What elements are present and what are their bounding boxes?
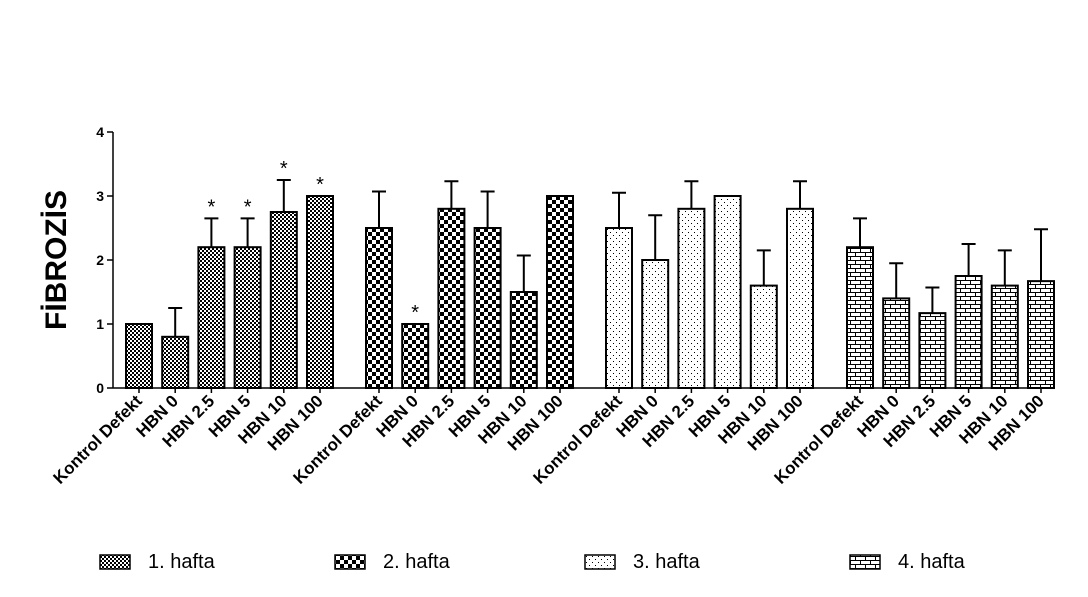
- error-bar: [925, 286, 940, 314]
- error-bar: [480, 190, 495, 228]
- bar: [161, 335, 190, 389]
- error-bar: [684, 180, 699, 209]
- significance-marker: *: [244, 196, 252, 218]
- bar: [509, 291, 538, 389]
- bar: [546, 195, 574, 389]
- error-bar: [444, 180, 459, 209]
- bar: [401, 323, 430, 389]
- error-bar: [793, 180, 807, 209]
- error-bar: [853, 217, 867, 248]
- bar: [365, 227, 393, 389]
- bar: [990, 284, 1019, 390]
- bar: [641, 259, 670, 389]
- significance-marker: *: [208, 196, 216, 218]
- y-tick-label: 1: [96, 316, 104, 332]
- bar: [918, 312, 947, 389]
- error-bar: [168, 307, 183, 337]
- error-bar: [889, 262, 904, 299]
- error-bar: [204, 217, 219, 248]
- bar: [786, 207, 814, 389]
- bar: [233, 246, 262, 389]
- significance-marker: *: [316, 174, 324, 196]
- legend-swatch: [849, 554, 881, 570]
- bar: [954, 275, 983, 389]
- bar: [713, 195, 742, 389]
- bar: [846, 246, 874, 389]
- bar: [882, 297, 911, 389]
- bar: [306, 195, 334, 389]
- bar: [749, 284, 778, 390]
- error-bar: [648, 214, 663, 260]
- error-bar: [372, 190, 386, 228]
- bar: [197, 246, 226, 389]
- x-tick-label: Kontrol Defekt: [50, 391, 146, 487]
- bar: [437, 207, 466, 389]
- y-tick-label: 3: [96, 188, 104, 204]
- legend-swatch: [99, 554, 131, 570]
- legend-label: 2. hafta: [383, 551, 451, 573]
- error-bar: [997, 249, 1012, 286]
- error-bar: [276, 179, 291, 212]
- legend-label: 4. hafta: [898, 551, 966, 573]
- y-axis-label: FİBROZİS: [40, 190, 73, 330]
- bar: [1027, 280, 1055, 389]
- bar: [605, 227, 633, 389]
- bar: [125, 323, 153, 389]
- y-tick-label: 2: [96, 252, 104, 268]
- significance-marker: *: [280, 158, 288, 180]
- significance-marker: *: [411, 302, 419, 324]
- error-bar: [516, 254, 531, 292]
- error-bar: [961, 243, 976, 276]
- error-bar: [1034, 228, 1048, 282]
- legend-label: 1. hafta: [148, 551, 216, 573]
- error-bar: [612, 191, 626, 228]
- bar: [473, 227, 502, 389]
- y-tick-label: 4: [96, 124, 104, 140]
- error-bar: [756, 249, 771, 286]
- bar: [269, 211, 298, 389]
- y-tick-label: 0: [96, 380, 104, 396]
- bar: [677, 207, 706, 389]
- error-bar: [240, 217, 255, 248]
- legend-label: 3. hafta: [633, 551, 701, 573]
- legend-swatch: [334, 554, 366, 570]
- legend-swatch: [584, 554, 616, 570]
